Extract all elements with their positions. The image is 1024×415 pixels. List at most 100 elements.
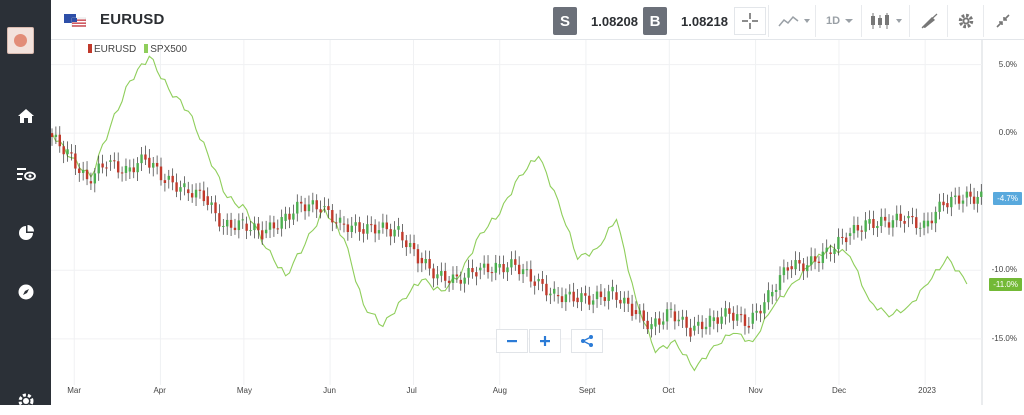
eurusd-candle [693,325,696,331]
eurusd-candle [455,274,459,277]
eurusd-candle [70,152,73,154]
eurusd-candle [120,172,124,174]
eurusd-candle [615,292,618,300]
eurusd-candle [895,213,899,221]
crosshair-icon [742,13,758,29]
toolbar-divider [909,5,910,37]
eurusd-candle [771,291,774,297]
eurusd-candle [214,202,217,214]
eurusd-candle [276,228,279,230]
eurusd-candle [860,230,863,232]
eurusd-candle [97,163,100,174]
share-button[interactable] [571,329,603,353]
eurusd-candle [74,153,77,169]
eurusd-candle [669,308,673,310]
eurusd-candle [490,272,494,274]
eurusd-candle [911,215,914,218]
chart-settings-button[interactable] [952,7,980,35]
eurusd-candle [665,309,669,322]
eurusd-candle [720,316,723,324]
eurusd-candle [303,204,307,212]
eurusd-candle [428,258,431,269]
drawing-tools-button[interactable] [914,7,944,35]
eurusd-candle [175,182,178,192]
eurusd-candle [950,196,953,208]
eurusd-candle [436,274,439,279]
eurusd-candle [915,217,918,229]
zoom-in-button[interactable] [529,329,561,353]
watchlist-icon[interactable] [0,160,51,188]
eurusd-candle [463,277,466,284]
candle-style-button[interactable] [866,7,906,35]
eurusd-candle [907,215,910,219]
share-icon [581,335,593,347]
eurusd-candle [782,267,786,276]
eurusd-candle [233,227,237,231]
eurusd-candle [338,217,342,223]
eurusd-candle [708,315,712,327]
eurusd-candle [623,297,626,304]
eurusd-candle [245,223,248,231]
eurusd-candle [140,154,143,164]
collapse-button[interactable] [988,7,1018,35]
eurusd-candle [502,263,505,273]
discover-icon[interactable] [0,278,51,306]
eurusd-candle [479,267,482,271]
home-icon[interactable] [0,102,51,130]
eurusd-candle [864,220,867,232]
chart-legend: EURUSD SPX500 [88,44,187,55]
eurusd-candle [179,187,182,192]
legend-item-spx500: SPX500 [144,44,187,55]
eurusd-candle [603,297,607,301]
eurusd-candle [673,311,677,322]
user-avatar[interactable] [7,27,34,54]
timeframe-button[interactable]: 1D [822,7,858,35]
eurusd-candle [506,267,509,273]
eurusd-candle [918,227,922,229]
eurusd-candle [595,291,599,300]
buy-price-button[interactable]: B 1.08218 [643,7,728,35]
portfolio-icon[interactable] [0,219,51,247]
plus-icon [540,336,550,346]
zoom-out-button[interactable] [496,329,528,353]
eurusd-candle [128,167,132,172]
gear-icon [958,13,974,29]
eurusd-candle [206,196,209,205]
eurusd-candle [66,149,69,155]
eurusd-candle [78,168,81,174]
sell-price-button[interactable]: S 1.08208 [553,7,638,35]
chart-type-button[interactable] [775,7,813,35]
price-chart[interactable] [51,40,1024,405]
eurusd-candle [109,160,112,162]
eurusd-candle [54,134,58,137]
eurusd-candle [210,202,213,205]
eurusd-candle [880,216,883,226]
eurusd-candle [607,291,610,301]
eurusd-candle [85,169,89,180]
eurusd-candle [560,296,564,303]
eurusd-candle [62,146,65,155]
eurusd-candle [299,201,303,204]
eurusd-candle [564,294,568,303]
eurusd-candle [521,269,525,275]
eurusd-candle [116,161,120,173]
eurusd-candle [619,299,622,304]
x-axis-tick-label: Apr [153,386,166,395]
sell-price: 1.08208 [591,13,638,29]
eurusd-candle [821,251,825,264]
crosshair-button[interactable] [734,7,766,35]
eurusd-candle [136,163,139,173]
eurusd-candle [471,268,474,273]
eurusd-candle [584,293,587,296]
eurusd-candle [327,206,330,211]
eurusd-candle [218,213,221,227]
eurusd-candle [280,217,283,229]
eurusd-candle [767,290,770,303]
eurusd-candle [817,261,821,264]
settings-icon[interactable] [0,387,51,415]
eurusd-candle [922,220,926,228]
eurusd-candle [876,225,879,228]
buy-price: 1.08218 [681,13,728,29]
eurusd-candle [510,259,513,268]
eurusd-candle [891,220,895,228]
